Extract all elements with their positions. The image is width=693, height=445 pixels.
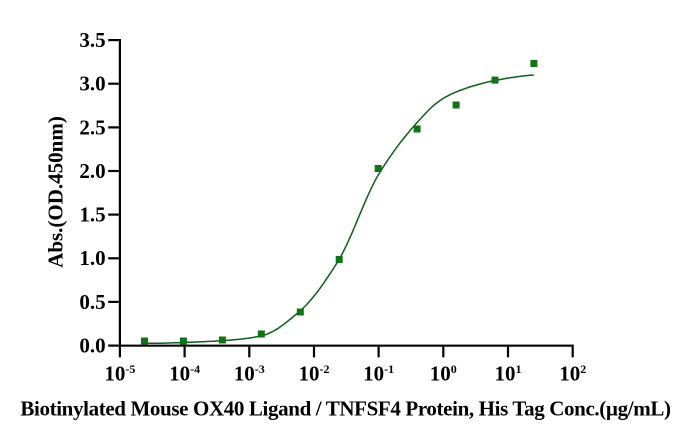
svg-text:101: 101 bbox=[495, 362, 522, 386]
svg-text:0.0: 0.0 bbox=[79, 334, 105, 358]
svg-text:Biotinylated Mouse OX40 Ligand: Biotinylated Mouse OX40 Ligand / TNFSF4 … bbox=[20, 396, 671, 420]
svg-text:3.5: 3.5 bbox=[79, 28, 105, 52]
svg-text:1.0: 1.0 bbox=[79, 246, 105, 270]
svg-text:3.0: 3.0 bbox=[79, 72, 105, 96]
svg-text:0.5: 0.5 bbox=[79, 290, 105, 314]
svg-text:Abs.(OD.450nm): Abs.(OD.450nm) bbox=[44, 116, 68, 268]
svg-text:2.5: 2.5 bbox=[79, 115, 105, 139]
svg-text:2.0: 2.0 bbox=[79, 159, 105, 183]
svg-text:1.5: 1.5 bbox=[79, 203, 105, 227]
